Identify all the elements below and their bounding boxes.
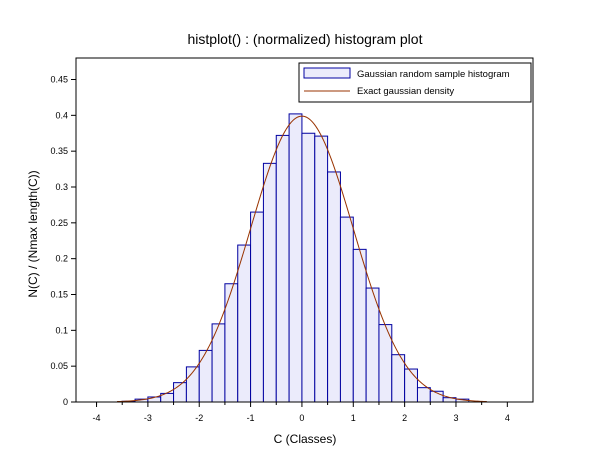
x-tick-label: -4 [93, 413, 101, 423]
x-tick-label: 4 [505, 413, 510, 423]
y-tick-label: 0.15 [50, 290, 68, 300]
histogram-bar [198, 349, 213, 403]
histogram-bar [352, 248, 367, 403]
histogram-bar [327, 171, 341, 403]
histogram-bar [416, 387, 431, 403]
density-curve [117, 115, 487, 403]
y-tick-label: 0.45 [50, 75, 68, 85]
histogram-bar [314, 135, 329, 403]
y-tick-label: 0.4 [55, 110, 68, 120]
histogram-bar [288, 113, 303, 403]
y-tick-label: 0.2 [55, 254, 68, 264]
axes: -4 -3 -2 -1 0 1 2 3 4 0 0.05 0.1 0.15 0.2 0.25 0.3 0.35 0… [50, 57, 534, 423]
histogram-bars [121, 113, 470, 403]
histogram-bar [275, 134, 290, 403]
histogram-bar [262, 162, 277, 403]
histogram-bar [224, 283, 239, 403]
x-tick-label: -2 [195, 413, 203, 423]
histogram-bar [250, 211, 264, 403]
legend-histogram-label: Gaussian random sample histogram [357, 69, 510, 80]
density-curve-layer [117, 115, 487, 403]
y-tick-label: 0.05 [50, 361, 68, 371]
x-tick-label: 2 [402, 413, 407, 423]
legend: Gaussian random sample histogram Exact g… [298, 62, 532, 103]
legend-histogram-swatch [303, 67, 351, 79]
y-tick-label: 0 [63, 397, 68, 407]
y-tick-label: 0.3 [55, 182, 68, 192]
y-tick-label: 0.25 [50, 218, 68, 228]
plot-frame [75, 57, 534, 403]
x-tick-label: 3 [453, 413, 458, 423]
histogram-bar [237, 244, 252, 403]
legend-density-label: Exact gaussian density [357, 86, 454, 97]
x-axis-label: C (Classes) [274, 432, 337, 446]
histogram-bar [301, 132, 316, 403]
x-tick-label: 1 [351, 413, 356, 423]
histogram-bar [339, 216, 354, 403]
y-axis-label: N(C) / (Nmax length(C)) [26, 170, 40, 297]
histogram-bar [391, 354, 406, 403]
histogram-bar [404, 368, 418, 403]
chart-title: histplot() : (normalized) histogram plot [188, 31, 423, 47]
y-tick-label: 0.1 [55, 325, 68, 335]
x-tick-label: 0 [299, 413, 304, 423]
y-tick-label: 0.35 [50, 146, 68, 156]
x-tick-label: -1 [247, 413, 255, 423]
x-tick-label: -3 [144, 413, 152, 423]
